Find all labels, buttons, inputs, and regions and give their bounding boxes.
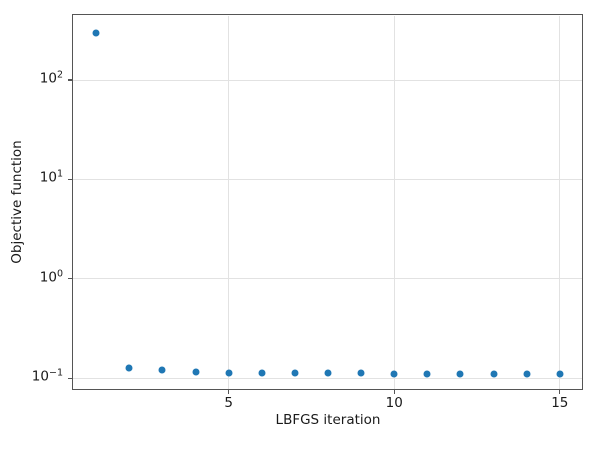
data-point — [490, 370, 498, 378]
y-gridline — [73, 178, 582, 180]
data-point — [291, 369, 299, 377]
y-gridline — [73, 79, 582, 81]
x-tick-mark — [559, 390, 561, 394]
y-tick-mark — [68, 377, 72, 379]
y-tick-label: 102 — [39, 69, 63, 87]
data-point — [423, 370, 431, 378]
y-tick-mark — [68, 178, 72, 181]
plot-area — [72, 14, 583, 390]
x-tick-mark — [393, 390, 395, 394]
y-gridline — [73, 278, 582, 280]
data-point — [456, 370, 464, 378]
x-gridline — [228, 16, 230, 389]
data-point — [225, 369, 233, 377]
data-point — [258, 369, 266, 377]
y-tick-mark — [68, 79, 72, 81]
y-tick-mark — [68, 278, 72, 280]
y-axis-label: Objective function — [9, 140, 25, 264]
data-point — [357, 369, 365, 377]
data-point — [192, 368, 200, 376]
x-gridline — [559, 16, 561, 389]
data-point — [125, 364, 133, 372]
x-axis-label: LBFGS iteration — [275, 412, 381, 428]
data-point — [324, 369, 332, 377]
y-tick-label: 10−1 — [31, 367, 63, 385]
data-point — [158, 366, 166, 374]
x-tick-label: 15 — [551, 395, 569, 411]
x-tick-label: 5 — [224, 395, 233, 411]
data-point — [92, 29, 100, 37]
x-tick-label: 10 — [385, 395, 403, 411]
y-tick-label: 101 — [39, 169, 63, 187]
data-point — [556, 370, 564, 378]
y-gridline — [73, 377, 582, 379]
x-tick-mark — [227, 390, 230, 394]
data-point — [523, 370, 531, 378]
x-gridline — [393, 16, 395, 389]
y-tick-label: 100 — [39, 268, 63, 286]
data-point — [390, 370, 398, 378]
